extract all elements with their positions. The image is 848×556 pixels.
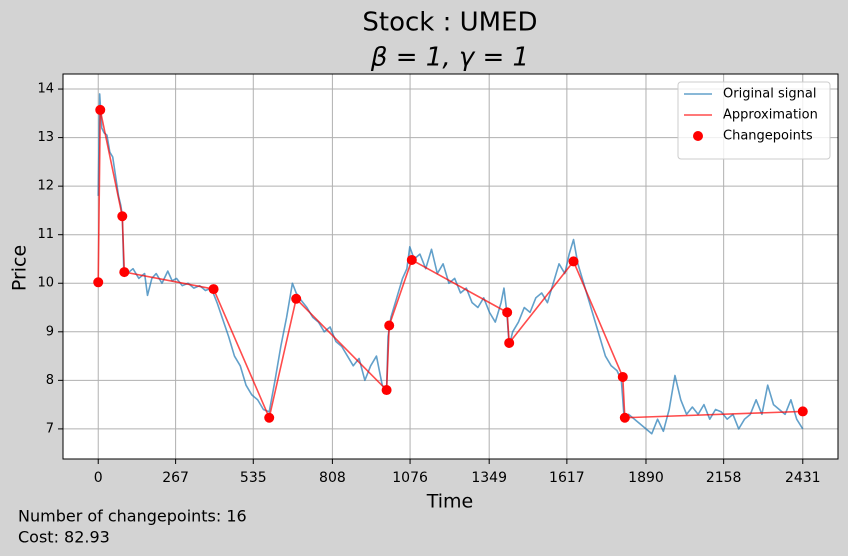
legend-label: Changepoints — [723, 129, 813, 144]
changepoint — [568, 256, 579, 267]
y-tick-label: 11 — [37, 227, 54, 242]
legend-label: Original signal — [723, 87, 816, 102]
chart-title: Stock : UMED — [362, 8, 537, 38]
changepoint — [619, 412, 630, 423]
annotation: Number of changepoints: 16 — [18, 507, 247, 526]
y-tick-label: 13 — [37, 130, 54, 145]
changepoint — [406, 254, 417, 265]
y-tick-label: 9 — [46, 324, 54, 339]
changepoint — [381, 385, 392, 396]
y-tick-label: 10 — [37, 276, 54, 291]
x-tick-label: 1349 — [471, 470, 507, 486]
changepoint — [264, 412, 275, 423]
changepoint — [504, 337, 515, 348]
x-tick-label: 1617 — [549, 470, 585, 486]
x-tick-label: 0 — [94, 470, 103, 486]
changepoint — [93, 277, 104, 288]
x-tick-label: 1076 — [392, 470, 428, 486]
changepoint — [797, 406, 808, 417]
y-tick-label: 14 — [37, 82, 54, 97]
y-tick-label: 12 — [37, 179, 54, 194]
x-tick-label: 267 — [162, 470, 189, 486]
x-tick-label: 2431 — [785, 470, 821, 486]
chart-subtitle: β = 1, γ = 1 — [370, 43, 529, 73]
annotation: Cost: 82.93 — [18, 528, 110, 547]
changepoint — [617, 371, 628, 382]
changepoint — [208, 284, 219, 295]
legend: Original signal Approximation Changepoints — [677, 81, 831, 160]
y-tick-label: 7 — [46, 421, 54, 436]
changepoint — [117, 211, 128, 222]
legend-label: Approximation — [723, 108, 818, 123]
legend-box — [677, 81, 831, 160]
series-line — [97, 109, 803, 419]
changepoint — [502, 307, 513, 318]
changepoint — [119, 267, 130, 278]
y-tick-label: 8 — [46, 373, 54, 388]
x-tick-label: 535 — [240, 470, 267, 486]
x-tick-label: 808 — [319, 470, 346, 486]
changepoint — [291, 293, 302, 304]
y-axis-label: Price — [9, 245, 31, 291]
x-axis-label: Time — [426, 491, 474, 513]
x-tick-label: 1890 — [628, 470, 664, 486]
legend-marker — [693, 131, 703, 141]
changepoint — [384, 320, 395, 331]
plot-frame — [62, 73, 839, 460]
x-tick-label: 2158 — [706, 470, 742, 486]
series-line — [97, 93, 804, 435]
changepoint — [95, 104, 106, 115]
